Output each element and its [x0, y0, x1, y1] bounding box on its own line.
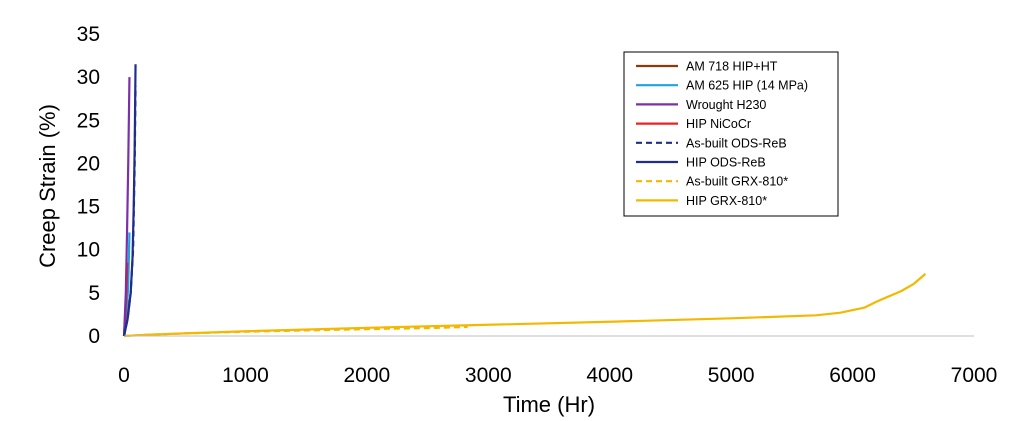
x-tick-label: 1000	[222, 364, 269, 387]
tick-labels: 0 1000 2000 3000 4000 5000 6000 7000 0 5 10 15 20 25 3…	[77, 23, 998, 387]
legend: AM 718 HIP+HT AM 625 HIP (14 MPa) Wrought …	[623, 51, 839, 217]
legend-label: HIP ODS-ReB	[686, 156, 766, 170]
series-line	[122, 64, 137, 337]
legend-label: HIP GRX-810*	[686, 194, 767, 208]
x-tick-label: 5000	[708, 364, 755, 387]
y-tick-label: 5	[88, 282, 100, 305]
y-tick-label: 15	[77, 196, 100, 219]
y-tick-label: 35	[77, 23, 100, 46]
x-tick-label: 0	[118, 364, 130, 387]
series-line	[123, 273, 927, 338]
x-tick-label: 7000	[951, 364, 998, 387]
y-axis-title: Creep Strain (%)	[35, 104, 60, 268]
legend-box	[623, 51, 839, 217]
axes: Time (Hr) Creep Strain (%)	[35, 104, 974, 417]
x-tick-label: 4000	[586, 364, 633, 387]
series-line	[122, 77, 131, 337]
x-tick-label: 3000	[465, 364, 512, 387]
y-tick-label: 10	[77, 239, 100, 262]
plot-area	[122, 64, 927, 338]
x-tick-label: 6000	[829, 364, 876, 387]
x-tick-label: 2000	[343, 364, 390, 387]
legend-label: As-built GRX-810*	[686, 175, 788, 189]
y-tick-label: 30	[77, 66, 100, 89]
y-tick-label: 0	[88, 325, 100, 348]
y-tick-label: 20	[77, 152, 100, 175]
legend-label: AM 625 HIP (14 MPa)	[686, 79, 808, 93]
legend-label: HIP NiCoCr	[686, 117, 751, 131]
legend-label: As-built ODS-ReB	[686, 136, 787, 150]
legend-label: Wrought H230	[686, 98, 766, 112]
legend-label: AM 718 HIP+HT	[686, 60, 778, 74]
x-axis-title: Time (Hr)	[503, 392, 595, 417]
y-tick-label: 25	[77, 109, 100, 132]
